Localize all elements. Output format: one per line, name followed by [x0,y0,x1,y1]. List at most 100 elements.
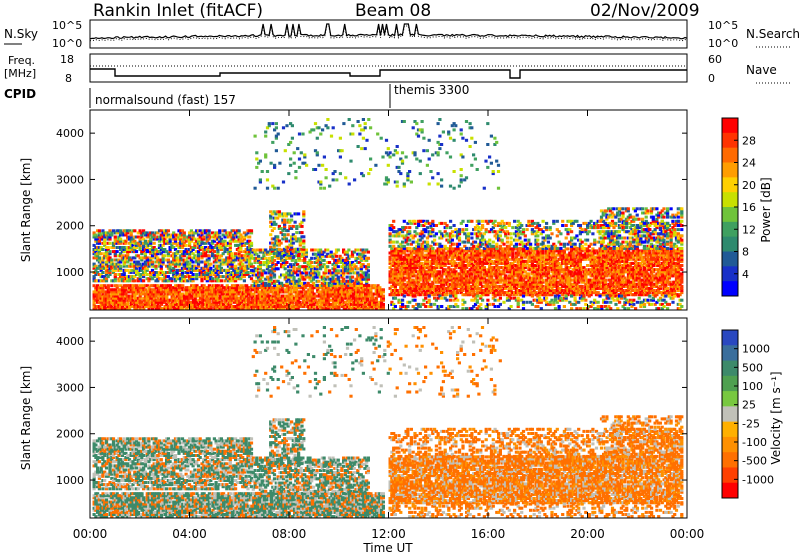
echo-cell [234,258,238,262]
echo-cell [324,254,328,258]
echo-cell [262,256,266,260]
echo-cell [477,259,481,263]
echo-cell [441,278,446,282]
echo-cell [150,246,155,249]
echo-cell [255,256,259,260]
echo-cell [463,278,467,282]
echo-cell [339,286,343,290]
echo-cell [186,273,190,276]
echo-cell [282,290,286,294]
echo-cell [142,256,146,260]
echo-cell [288,256,292,260]
echo-cell [498,251,502,255]
echo-cell [159,307,164,311]
echo-cell [468,264,472,267]
echo-cell [484,259,488,263]
echo-cell [315,265,319,269]
echo-cell [143,262,147,266]
echo-cell [218,302,222,306]
echo-cell [402,282,406,286]
echo-cell [310,288,314,292]
echo-cell [402,276,406,280]
echo-cell [399,278,403,282]
echo-cell [433,278,437,282]
echo-cell [360,296,364,300]
echo-cell [211,254,215,258]
echo-cell [161,233,165,237]
echo-cell [436,251,440,255]
echo-cell [175,302,180,306]
echo-cell [203,273,208,276]
echo-cell [134,250,139,254]
echo-cell [184,288,188,292]
echo-cell [317,305,322,308]
echo-cell [129,286,133,290]
echo-cell [431,282,435,286]
echo-cell [209,250,213,254]
echo-cell [304,252,308,256]
echo-cell [175,288,180,292]
echo-cell [459,280,463,284]
echo-cell [186,288,190,292]
echo-cell [411,251,415,255]
echo-cell [317,250,321,254]
echo-cell [390,278,394,282]
echo-cell [154,264,158,268]
echo-cell [97,229,101,233]
echo-cell [429,259,433,263]
echo-cell [189,260,193,264]
echo-cell [529,251,533,255]
echo-cell [214,243,218,247]
echo-cell [495,253,499,257]
echo-cell [218,307,222,311]
echo-cell [489,276,494,280]
echo-cell [340,281,344,285]
echo-cell [362,307,366,311]
echo-cell [408,249,412,253]
echo-cell [154,231,158,235]
echo-cell [277,288,281,292]
echo-cell [218,235,222,239]
echo-cell [310,273,314,277]
echo-cell [202,290,206,294]
echo-cell [147,298,151,302]
echo-cell [99,264,103,268]
echo-cell [411,264,415,267]
echo-cell [390,291,394,295]
echo-cell [188,275,192,279]
echo-cell [504,282,508,286]
echo-cell [150,250,155,254]
echo-cell [97,256,101,260]
echo-cell [395,268,399,272]
echo-cell [337,292,341,296]
echo-cell [108,229,112,233]
echo-cell [347,271,351,275]
echo-cell [239,305,243,308]
echo-cell [415,249,419,253]
echo-cell [218,258,222,262]
echo-cell [350,261,355,264]
echo-cell [270,237,274,241]
echo-cell [297,269,301,273]
echo-cell [456,284,460,288]
echo-cell [131,300,135,304]
echo-cell [219,237,223,241]
echo-cell [322,258,326,262]
echo-cell [134,268,139,272]
echo-cell [221,241,225,245]
echo-cell [94,273,98,276]
echo-cell [296,302,300,306]
echo-cell [253,283,257,287]
echo-cell [292,271,296,275]
echo-cell [188,235,192,239]
echo-cell [459,289,463,292]
echo-cell [157,273,162,276]
echo-cell [135,298,139,302]
echo-cell [468,278,472,282]
echo-cell [308,273,312,277]
echo-cell [507,274,511,278]
echo-cell [449,249,453,253]
echo-cell [514,247,518,251]
echo-cell [225,262,229,266]
station-title: Rankin Inlet (fitACF) [93,1,263,21]
